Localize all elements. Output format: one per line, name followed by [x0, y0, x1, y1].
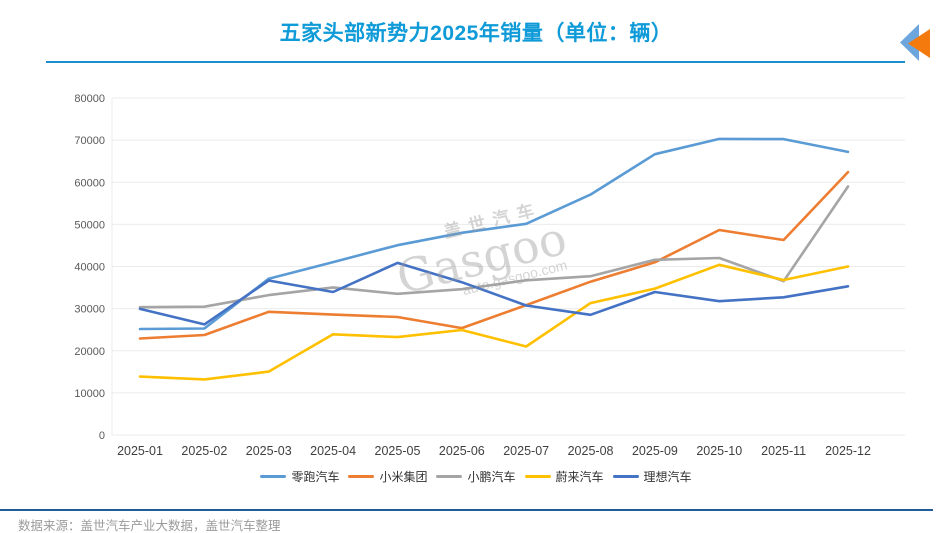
- x-axis-tick-label: 2025-01: [117, 444, 163, 458]
- x-axis-tick-label: 2025-06: [439, 444, 485, 458]
- x-axis-tick-label: 2025-11: [761, 444, 806, 458]
- legend-label: 蔚来汽车: [555, 470, 604, 484]
- title-underline: [46, 61, 905, 63]
- x-axis-tick-label: 2025-12: [825, 444, 871, 458]
- legend-label: 理想汽车: [643, 470, 692, 484]
- legend-swatch-icon: [524, 475, 551, 478]
- legend-item: 蔚来汽车: [524, 468, 604, 485]
- y-axis-tick-label: 50000: [74, 219, 105, 231]
- legend-label: 小米集团: [379, 470, 428, 484]
- x-axis-tick-label: 2025-07: [503, 444, 549, 458]
- y-axis-tick-label: 80000: [74, 93, 105, 105]
- y-axis-tick-label: 0: [99, 430, 105, 442]
- legend-item: 理想汽车: [612, 468, 692, 485]
- series-line-小米集团: [138, 170, 850, 340]
- footer-divider: [0, 509, 933, 511]
- x-axis-tick-label: 2025-09: [632, 444, 678, 458]
- legend-item: 小米集团: [348, 468, 427, 485]
- chart-title: 五家头部新势力2025年销量（单位：辆）: [279, 22, 673, 45]
- legend-swatch-icon: [348, 475, 375, 478]
- series-line-蔚来汽车: [138, 263, 850, 381]
- legend-item: 小鹏汽车: [436, 468, 516, 485]
- data-source-note: 数据来源：盖世汽车产业大数据，盖世汽车整理: [18, 519, 281, 533]
- y-axis-tick-label: 10000: [74, 388, 105, 400]
- x-axis-tick-label: 2025-04: [310, 444, 356, 458]
- x-axis-tick-label: 2025-08: [568, 444, 614, 458]
- x-axis-tick-label: 2025-10: [696, 444, 742, 458]
- x-axis-tick-label: 2025-05: [375, 444, 421, 458]
- legend-swatch-icon: [260, 475, 287, 478]
- legend-item: 零跑汽车: [260, 468, 339, 485]
- x-axis-tick-label: 2025-03: [246, 444, 292, 458]
- legend-swatch-icon: [612, 475, 639, 478]
- y-axis-tick-label: 60000: [74, 177, 105, 189]
- x-axis-tick-label: 2025-02: [181, 444, 227, 458]
- y-axis-tick-label: 20000: [74, 346, 105, 358]
- series-line-理想汽车: [138, 261, 850, 326]
- gasgoo-logo-icon: [900, 22, 936, 62]
- legend-label: 零跑汽车: [291, 470, 340, 484]
- y-axis-tick-label: 40000: [74, 262, 105, 274]
- legend-swatch-icon: [436, 475, 463, 478]
- y-axis-tick-label: 30000: [74, 304, 105, 316]
- legend-label: 小鹏汽车: [467, 470, 516, 484]
- y-axis-tick-label: 70000: [74, 135, 105, 147]
- series-line-小鹏汽车: [138, 185, 850, 309]
- chart-legend: 零跑汽车 小米集团 小鹏汽车 蔚来汽车 理想汽车: [0, 468, 952, 485]
